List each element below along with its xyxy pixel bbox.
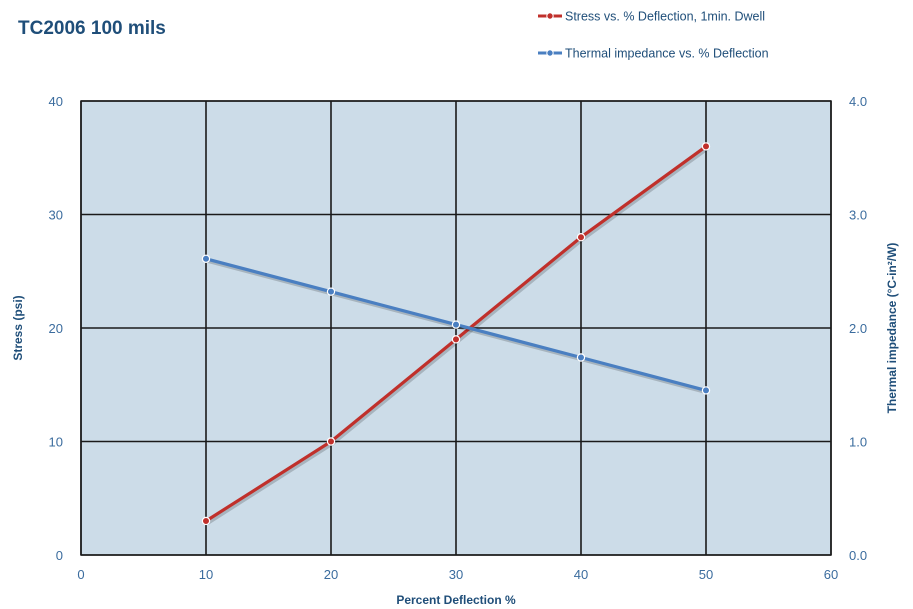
y-left-tick-label: 20 [49, 321, 63, 336]
x-axis-label: Percent Deflection % [396, 593, 516, 607]
data-point [201, 254, 211, 263]
y-axis-right-label: Thermal impedance (°C-in²/W) [885, 243, 899, 414]
x-tick-label: 50 [699, 567, 713, 582]
y-right-tick-label: 0.0 [849, 548, 867, 563]
data-point [201, 516, 211, 526]
y-right-tick-label: 3.0 [849, 208, 867, 223]
data-point [576, 232, 586, 242]
y-right-tick-label: 4.0 [849, 94, 867, 109]
legend: Stress vs. % Deflection, 1min. Dwell Ther… [538, 10, 769, 61]
data-point [451, 335, 461, 344]
data-point [451, 320, 461, 329]
y-left-tick-label: 30 [49, 208, 63, 223]
y-left-tick-label: 10 [49, 435, 63, 450]
legend-entry: Thermal impedance vs. % Deflection [565, 47, 769, 61]
data-point [326, 287, 336, 296]
chart-title: TC2006 100 mils [18, 18, 166, 39]
data-point [701, 142, 711, 151]
x-tick-label: 0 [77, 567, 84, 582]
x-tick-label: 30 [449, 567, 463, 582]
x-tick-label: 40 [574, 567, 588, 582]
data-point [326, 437, 336, 446]
x-tick-label: 10 [199, 567, 213, 582]
y-axis-left-label: Stress (psi) [11, 295, 25, 360]
y-right-tick-label: 2.0 [849, 321, 867, 336]
x-tick-label: 60 [824, 567, 838, 582]
tick-labels: 0 10 20 30 40 50 60 0 10 20 30 40 0.0 1.0 2.0 3.0 4.0 [49, 94, 868, 582]
data-point [576, 353, 586, 362]
data-point [701, 386, 711, 395]
x-tick-label: 20 [324, 567, 338, 582]
y-left-tick-label: 0 [56, 548, 63, 563]
legend-entry: Stress vs. % Deflection, 1min. Dwell [565, 10, 765, 24]
y-left-tick-label: 40 [49, 94, 63, 109]
y-right-tick-label: 1.0 [849, 435, 867, 450]
legend-swatch-marker [546, 12, 554, 20]
series-lines [201, 142, 711, 526]
legend-swatch-marker [546, 49, 554, 57]
